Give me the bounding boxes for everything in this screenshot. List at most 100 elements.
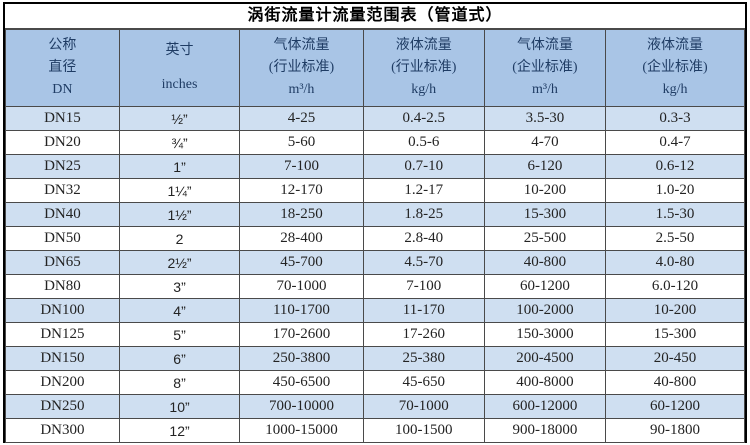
table-cell: 110-1700 — [239, 298, 364, 323]
table-row: DN80 3” 70-1000 7-100 60-1200 6.0-120 — [5, 274, 745, 299]
table-row: DN150 6” 250-3800 25-380 200-4500 20-450 — [5, 346, 745, 371]
table-cell: 100-2000 — [483, 298, 607, 323]
table-cell: 200-4500 — [483, 346, 607, 371]
table-cell: 90-1800 — [605, 418, 745, 443]
table-cell: 3.5-30 — [483, 106, 607, 131]
table-body: DN15 ½” 4-25 0.4-2.5 3.5-30 0.3-3 DN20 ¾” 5-60 0.… — [5, 106, 745, 443]
header-line: 气体流量 — [273, 38, 330, 53]
table-cell: 15-300 — [483, 202, 607, 227]
table-cell: 0.5-6 — [362, 130, 485, 155]
table-cell: 10” — [118, 394, 241, 419]
table-cell: DN150 — [5, 346, 120, 371]
table-cell: DN15 — [5, 106, 120, 131]
header-gas-flow-industry: 气体流量 (行业标准) m³/h — [239, 29, 364, 107]
table-cell: 600-12000 — [483, 394, 607, 419]
header-gas-flow-enterprise: 气体流量 (企业标准) m³/h — [483, 29, 607, 107]
table-cell: 25-500 — [483, 226, 607, 251]
table-cell: 28-400 — [239, 226, 364, 251]
table-cell: 5-60 — [239, 130, 364, 155]
table-cell: 4.5-70 — [362, 250, 485, 275]
table-cell: DN50 — [5, 226, 120, 251]
table-cell: 40-800 — [605, 370, 745, 395]
table-cell: 100-1500 — [362, 418, 485, 443]
header-line: (企业标准) — [512, 60, 578, 75]
table-cell: 1.2-17 — [362, 178, 485, 203]
table-row: DN300 12” 1000-15000 100-1500 900-18000 90-18… — [5, 418, 745, 443]
table-cell: 40-800 — [483, 250, 607, 275]
flow-range-table: 公称 直径 DN 英寸 inches 气体流量 (行业标准) m³/h 液体流量… — [5, 29, 745, 443]
header-liquid-flow-industry: 液体流量 (行业标准) kg/h — [362, 29, 485, 107]
table-row: DN250 10” 700-10000 70-1000 600-12000 60-1200 — [5, 394, 745, 419]
table-cell: 17-260 — [362, 322, 485, 347]
table-cell: 1.0-20 — [605, 178, 745, 203]
table-cell: 10-200 — [483, 178, 607, 203]
table-row: DN100 4” 110-1700 11-170 100-2000 10-200 — [5, 298, 745, 323]
table-cell: DN200 — [5, 370, 120, 395]
table-cell: 0.7-10 — [362, 154, 485, 179]
table-cell: DN300 — [5, 418, 120, 443]
header-line: (行业标准) — [268, 60, 335, 75]
header-line: inches — [161, 77, 198, 92]
table-cell: 60-1200 — [483, 274, 607, 299]
table-cell: 12-170 — [239, 178, 364, 203]
table-cell: DN65 — [5, 250, 120, 275]
table-row: DN40 1½” 18-250 1.8-25 15-300 1.5-30 — [5, 202, 745, 227]
table-cell: 450-6500 — [239, 370, 364, 395]
table-cell: DN40 — [5, 202, 120, 227]
table-cell: DN100 — [5, 298, 120, 323]
table-cell: 20-450 — [605, 346, 745, 371]
table-cell: ¾” — [118, 130, 241, 155]
header-line: 气体流量 — [516, 38, 573, 53]
header-row: 公称 直径 DN 英寸 inches 气体流量 (行业标准) m³/h 液体流量… — [5, 29, 745, 107]
table-cell: 2 — [118, 226, 241, 251]
header-inches: 英寸 inches — [118, 29, 241, 107]
flow-range-table-frame: 涡街流量计流量范围表（管道式） 公称 直径 DN 英寸 inches 气体流量 … — [3, 2, 747, 443]
table-cell: 1¼” — [118, 178, 241, 203]
table-cell: 250-3800 — [239, 346, 364, 371]
header-line: 液体流量 — [647, 38, 704, 53]
table-cell: 0.4-7 — [605, 130, 745, 155]
table-cell: 4.0-80 — [605, 250, 745, 275]
table-row: DN200 8” 450-6500 45-650 400-8000 40-800 — [5, 370, 745, 395]
table-cell: 700-10000 — [239, 394, 364, 419]
header-line: m³/h — [288, 82, 315, 97]
table-cell: 4” — [118, 298, 241, 323]
header-line: kg/h — [662, 82, 688, 97]
table-cell: DN125 — [5, 322, 120, 347]
table-cell: 1” — [118, 154, 241, 179]
table-cell: DN250 — [5, 394, 120, 419]
table-cell: 12” — [118, 418, 241, 443]
table-cell: 70-1000 — [239, 274, 364, 299]
table-cell: 11-170 — [362, 298, 485, 323]
table-cell: ½” — [118, 106, 241, 131]
table-cell: DN32 — [5, 178, 120, 203]
table-cell: 6-120 — [483, 154, 607, 179]
table-cell: 6” — [118, 346, 241, 371]
header-line: (企业标准) — [642, 60, 708, 75]
table-cell: 0.4-2.5 — [362, 106, 485, 131]
table-cell: 15-300 — [605, 322, 745, 347]
table-cell: 170-2600 — [239, 322, 364, 347]
table-cell: 150-3000 — [483, 322, 607, 347]
table-cell: 2.5-50 — [605, 226, 745, 251]
table-cell: 1.8-25 — [362, 202, 485, 227]
table-cell: 45-650 — [362, 370, 485, 395]
table-cell: 7-100 — [239, 154, 364, 179]
table-row: DN25 1” 7-100 0.7-10 6-120 0.6-12 — [5, 154, 745, 179]
table-cell: 4-70 — [483, 130, 607, 155]
header-line: (行业标准) — [391, 60, 457, 75]
table-row: DN125 5” 170-2600 17-260 150-3000 15-300 — [5, 322, 745, 347]
table-cell: 2.8-40 — [362, 226, 485, 251]
table-cell: 70-1000 — [362, 394, 485, 419]
table-title: 涡街流量计流量范围表（管道式） — [5, 4, 745, 29]
table-cell: 6.0-120 — [605, 274, 745, 299]
table-row: DN20 ¾” 5-60 0.5-6 4-70 0.4-7 — [5, 130, 745, 155]
header-line: DN — [52, 82, 73, 97]
table-cell: 10-200 — [605, 298, 745, 323]
table-cell: 8” — [118, 370, 241, 395]
table-cell: 0.6-12 — [605, 154, 745, 179]
table-cell: 25-380 — [362, 346, 485, 371]
table-cell: 4-25 — [239, 106, 364, 131]
table-cell: 60-1200 — [605, 394, 745, 419]
table-header: 公称 直径 DN 英寸 inches 气体流量 (行业标准) m³/h 液体流量… — [5, 29, 745, 107]
